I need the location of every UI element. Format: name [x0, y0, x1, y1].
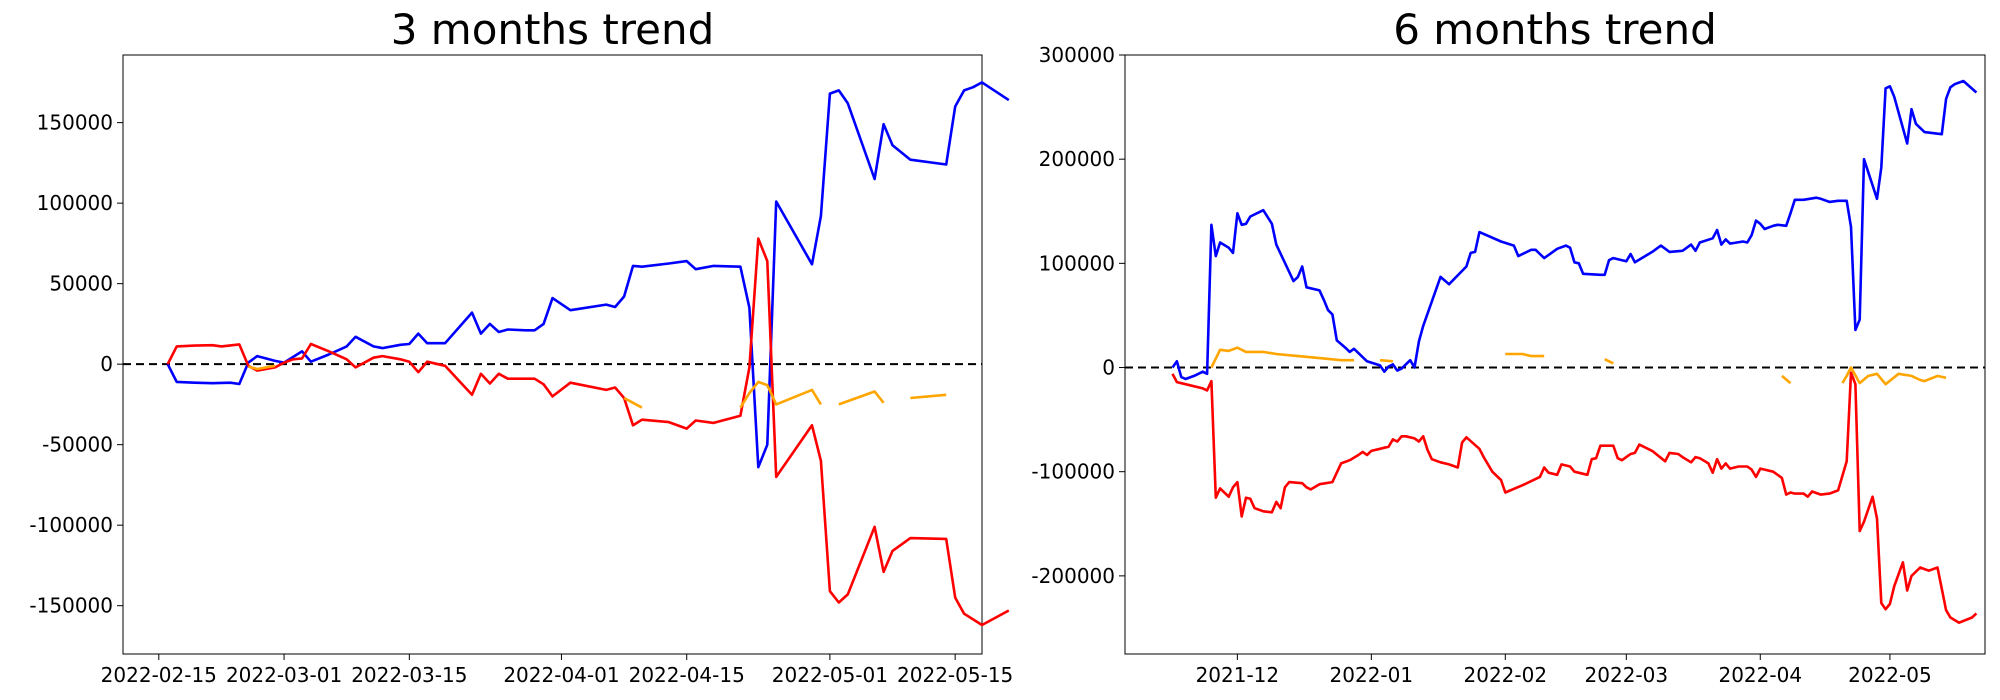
- x-axis: 2021-12 2022-01 2022-02 2022-03 2022-04 2022-…: [1196, 654, 1932, 687]
- y-tick-label: 300000: [1039, 43, 1115, 67]
- y-tick-label: 100000: [37, 191, 113, 215]
- series-line: [739, 380, 823, 409]
- chart-6-months: 6 months trend 2021-12 2022-01 2022-02 2022…: [1031, 5, 1986, 687]
- series-line: [623, 396, 643, 409]
- x-tick-label: 2022-04-15: [629, 663, 745, 687]
- x-tick-label: 2022-02: [1464, 663, 1548, 687]
- series-2: [247, 364, 947, 409]
- series-line: [247, 364, 276, 371]
- y-axis: -150000 -100000 -50000 0 50000 100000 150000: [29, 111, 123, 618]
- x-tick-label: 2022-04-01: [503, 663, 619, 687]
- y-tick-label: -100000: [1031, 460, 1115, 484]
- series-line: [1171, 371, 1978, 624]
- series-0: [166, 81, 1010, 469]
- x-tick-label: 2022-03: [1585, 663, 1669, 687]
- y-tick-label: 100000: [1039, 251, 1115, 275]
- chart-3-months: 3 months trend 2022-02-15 2022-03-01 2022-…: [29, 5, 1013, 687]
- y-axis: -200000 -100000 0 100000 200000 300000: [1031, 43, 1125, 588]
- series-line: [1379, 358, 1394, 363]
- chart-title: 6 months trend: [1393, 5, 1717, 54]
- series-1: [166, 237, 1010, 627]
- series-line: [166, 237, 1010, 627]
- x-tick-label: 2022-03-01: [226, 663, 342, 687]
- y-tick-label: -150000: [29, 594, 113, 618]
- x-tick-label: 2022-01: [1330, 663, 1414, 687]
- series-line: [1604, 358, 1614, 365]
- series-line: [1781, 374, 1792, 385]
- series-2: [1210, 346, 1947, 386]
- y-tick-label: 50000: [49, 272, 113, 296]
- series-1: [1171, 371, 1978, 624]
- x-tick-label: 2022-03-15: [351, 663, 467, 687]
- x-tick-label: 2022-05: [1848, 663, 1932, 687]
- y-tick-label: 150000: [37, 111, 113, 135]
- chart-title: 3 months trend: [391, 5, 715, 54]
- series-line: [910, 393, 947, 400]
- series-line: [1210, 346, 1354, 369]
- x-tick-label: 2022-04: [1718, 663, 1802, 687]
- y-tick-label: 0: [1102, 356, 1115, 380]
- series-line: [838, 390, 885, 406]
- series-layer: [166, 81, 1010, 627]
- series-line: [1841, 366, 1947, 386]
- series-line: [1505, 352, 1545, 358]
- x-tick-label: 2021-12: [1196, 663, 1280, 687]
- x-axis: 2022-02-15 2022-03-01 2022-03-15 2022-04-01…: [101, 654, 1013, 687]
- plot-frame: [122, 54, 983, 655]
- series-layer: [1171, 79, 1978, 624]
- y-tick-label: 0: [100, 352, 113, 376]
- series-0: [1171, 79, 1978, 381]
- y-tick-label: -200000: [1031, 564, 1115, 588]
- series-line: [166, 81, 1010, 469]
- x-tick-label: 2022-05-15: [897, 663, 1013, 687]
- y-tick-label: -100000: [29, 513, 113, 537]
- y-tick-label: 200000: [1039, 147, 1115, 171]
- y-tick-label: -50000: [42, 433, 113, 457]
- plot-frame: [1124, 54, 1986, 655]
- series-line: [1171, 79, 1978, 381]
- x-tick-label: 2022-05-01: [772, 663, 888, 687]
- x-tick-label: 2022-02-15: [101, 663, 217, 687]
